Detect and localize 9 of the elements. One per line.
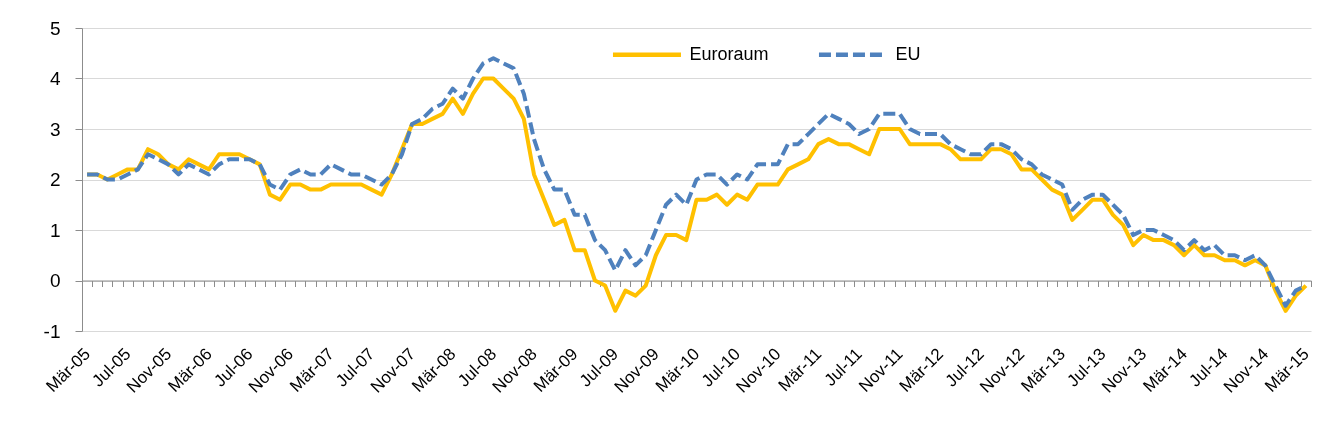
legend-label: Euroraum <box>689 43 769 64</box>
legend-label: EU <box>895 43 921 64</box>
y-tick-label: 0 <box>49 270 61 291</box>
y-tick-label: 5 <box>49 17 61 39</box>
y-tick-label: 3 <box>49 118 61 140</box>
y-tick-label: 4 <box>49 68 61 89</box>
y-tick-label: 1 <box>49 219 61 241</box>
y-tick-label: -1 <box>43 320 61 342</box>
y-tick-label: 2 <box>49 169 61 190</box>
